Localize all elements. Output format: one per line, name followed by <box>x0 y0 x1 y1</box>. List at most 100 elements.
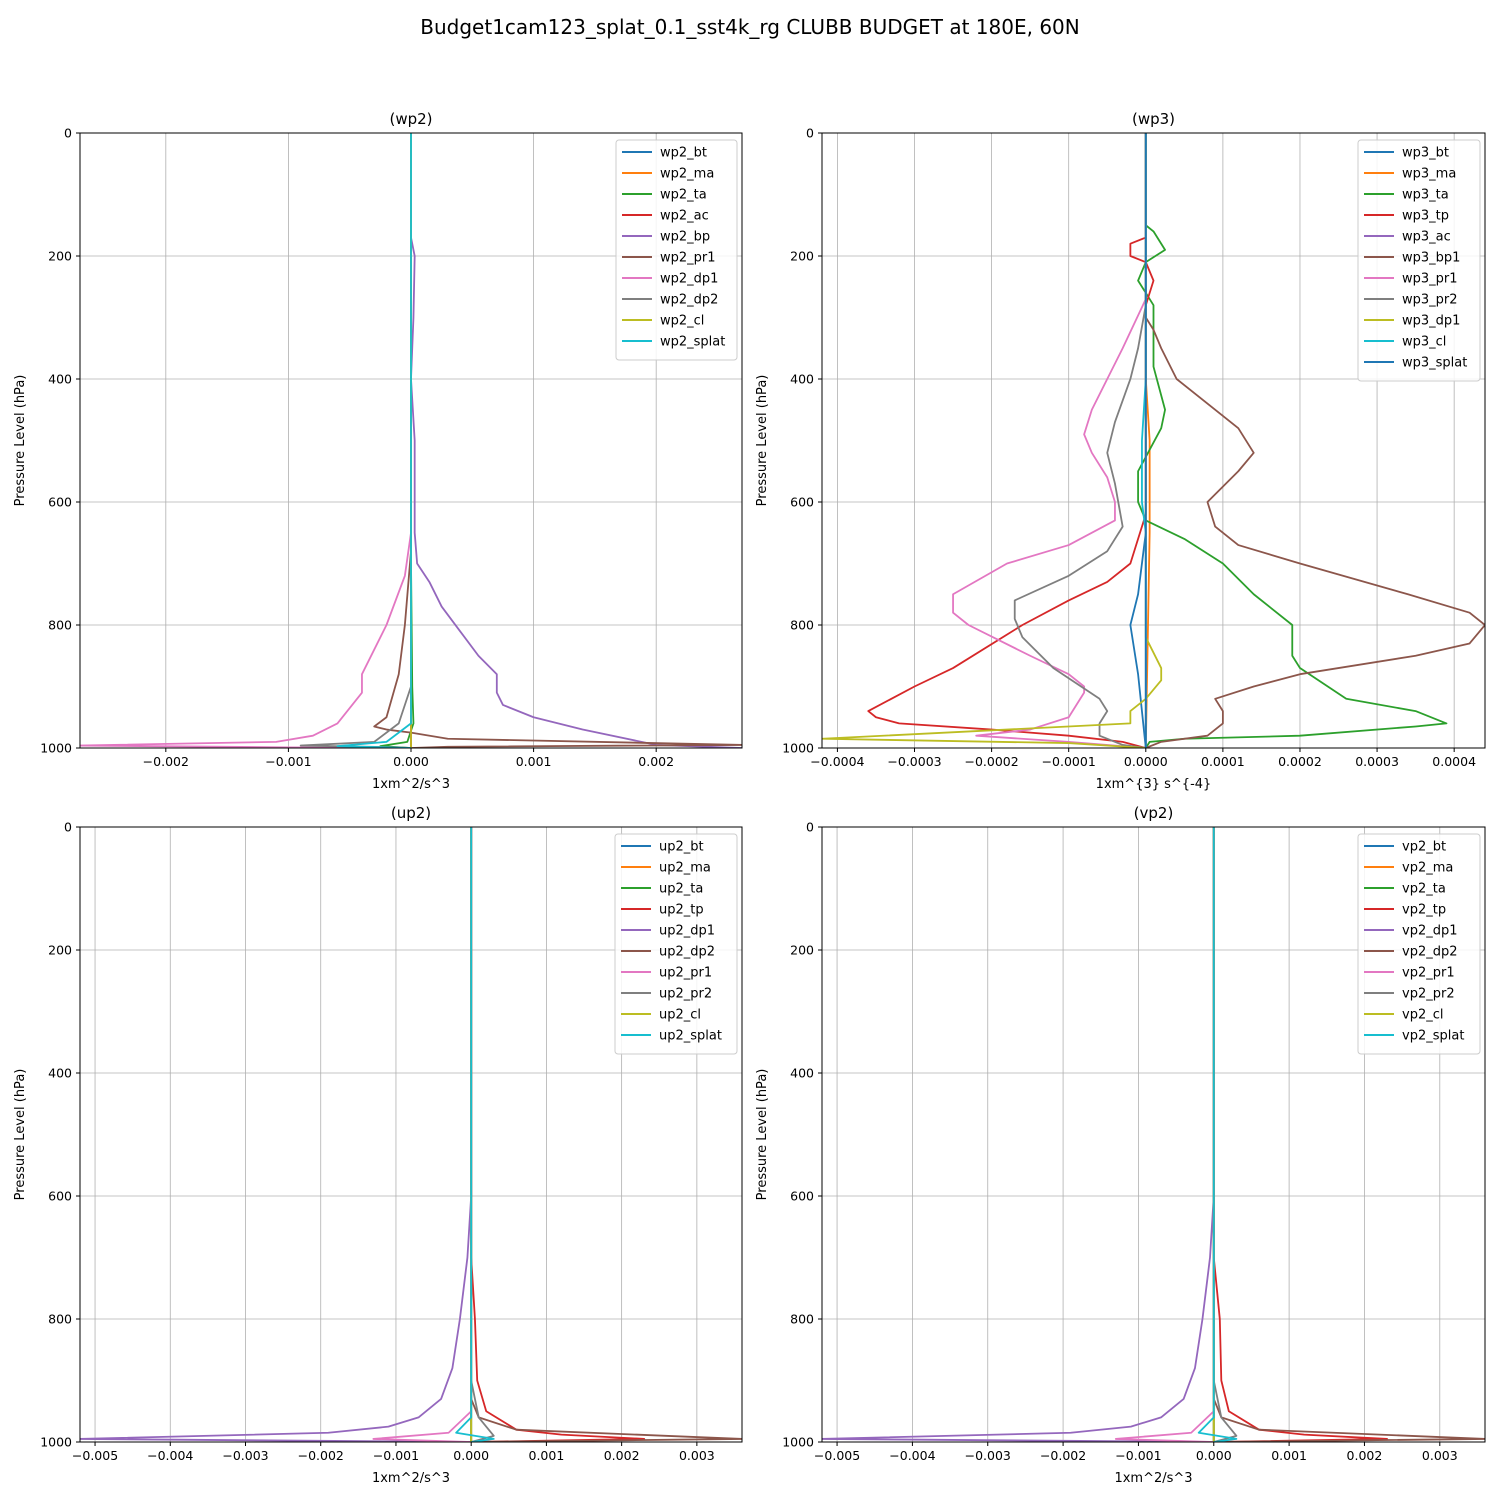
legend-label: up2_ta <box>659 882 703 897</box>
x-tick-label: 0.0004 <box>1432 754 1476 769</box>
y-tick-label: 600 <box>790 495 814 510</box>
y-tick-label: 0 <box>64 126 72 141</box>
legend-label: up2_ma <box>659 861 711 876</box>
series-line-wp2-splat <box>336 133 412 748</box>
legend-label: wp3_ma <box>1402 167 1456 182</box>
series-line-wp3-ta <box>1137 133 1448 748</box>
series-line-wp3-dp1 <box>822 133 1163 748</box>
legend: vp2_bt vp2_ma vp2_ta vp2_tp vp2_dp1 vp2_dp2vp… <box>1357 833 1481 1055</box>
legend-label: up2_dp1 <box>659 924 715 939</box>
y-tick-label: 1000 <box>40 1435 72 1450</box>
y-tick-label: 1000 <box>40 741 72 756</box>
y-tick-label: 400 <box>48 1066 72 1081</box>
series-group <box>80 827 742 1442</box>
legend-label: wp3_dp1 <box>1402 314 1460 329</box>
legend-label: wp2_cl <box>660 314 704 329</box>
legend-label: wp2_ac <box>660 209 709 224</box>
legend-label: vp2_cl <box>1402 1008 1443 1023</box>
x-tick-label: −0.002 <box>298 1448 344 1463</box>
legend-label: up2_splat <box>659 1029 722 1044</box>
y-tick-label: 0 <box>806 126 814 141</box>
x-tick-label: 0.003 <box>1422 1448 1458 1463</box>
y-tick-label: 600 <box>48 1189 72 1204</box>
x-tick-label: 0.0003 <box>1355 754 1399 769</box>
plot-frame <box>821 132 1486 749</box>
legend-label: wp2_splat <box>660 335 725 350</box>
y-tick-label: 1000 <box>782 741 814 756</box>
x-tick-label: −0.001 <box>1115 1448 1161 1463</box>
series-line-vp2-tp <box>1212 827 1388 1442</box>
x-tick-label: −0.001 <box>265 754 311 769</box>
series-line-vp2-splat <box>1197 827 1238 1442</box>
panel-title: (vp2) <box>1134 804 1174 822</box>
series-line-up2-dp1 <box>80 827 473 1442</box>
series-line-up2-splat <box>455 827 495 1442</box>
y-tick-label: 200 <box>48 249 72 264</box>
x-tick-label: 0.001 <box>529 1448 565 1463</box>
x-axis-label: 1xm^{3} s^{-4} <box>1096 777 1212 792</box>
x-tick-label: 0.001 <box>1271 1448 1307 1463</box>
y-tick-label: 0 <box>64 820 72 835</box>
legend-label: wp3_pr2 <box>1402 293 1458 308</box>
plot-frame <box>79 826 743 1443</box>
y-axis-label: Pressure Level (hPa) <box>13 1069 28 1201</box>
legend-label: wp3_bt <box>1402 146 1449 161</box>
series-line-wp2-dp1 <box>80 133 412 748</box>
legend: wp3_bt wp3_ma wp3_ta wp3_tp wp3_ac wp3_bp1 wp3… <box>1357 139 1481 382</box>
panel-title: (wp2) <box>389 110 432 128</box>
y-tick-label: 800 <box>790 1312 814 1327</box>
legend-label: vp2_pr1 <box>1402 966 1455 981</box>
x-tick-label: 0.001 <box>516 754 552 769</box>
series-line-wp3-bp1 <box>1144 133 1485 748</box>
legend-label: vp2_pr2 <box>1402 987 1455 1002</box>
x-tick-label: −0.0004 <box>810 754 864 769</box>
x-tick-label: 0.0000 <box>1124 754 1168 769</box>
x-tick-label: −0.002 <box>143 754 189 769</box>
legend: up2_bt up2_ma up2_ta up2_tp up2_dp1 up2_dp2up… <box>614 833 738 1055</box>
x-tick-label: −0.005 <box>814 1448 860 1463</box>
legend-label: vp2_tp <box>1402 903 1446 918</box>
legend-label: wp3_ac <box>1402 230 1451 245</box>
series-line-wp3-pr2 <box>1013 133 1147 748</box>
x-tick-label: −0.0002 <box>964 754 1018 769</box>
y-tick-label: 400 <box>48 372 72 387</box>
series-line-wp3-tp <box>867 133 1155 748</box>
series-group <box>822 827 1485 1442</box>
x-tick-label: 0.000 <box>393 754 429 769</box>
y-tick-label: 1000 <box>782 1435 814 1450</box>
legend: wp2_bt wp2_ma wp2_ta wp2_ac wp2_bp wp2_pr1 wp2… <box>615 139 738 361</box>
legend-label: wp2_dp2 <box>660 293 718 308</box>
y-tick-label: 400 <box>790 372 814 387</box>
legend-label: wp3_ta <box>1402 188 1449 203</box>
x-tick-label: −0.003 <box>965 1448 1011 1463</box>
series-group <box>80 133 742 748</box>
x-tick-label: 0.0002 <box>1278 754 1322 769</box>
legend-label: wp2_bp <box>660 230 710 245</box>
x-tick-label: −0.0001 <box>1042 754 1096 769</box>
legend-label: up2_pr2 <box>659 987 712 1002</box>
y-axis-label: Pressure Level (hPa) <box>13 375 28 507</box>
x-tick-label: 0.003 <box>679 1448 715 1463</box>
x-axis-label: 1xm^2/s^3 <box>1114 1471 1192 1486</box>
legend-label: up2_bt <box>659 840 704 855</box>
legend-label: vp2_ta <box>1402 882 1446 897</box>
x-axis-label: 1xm^2/s^3 <box>372 777 450 792</box>
panel-title: (wp3) <box>1132 110 1175 128</box>
x-tick-label: −0.005 <box>72 1448 118 1463</box>
x-tick-label: 0.002 <box>604 1448 640 1463</box>
x-axis-label: 1xm^2/s^3 <box>372 1471 450 1486</box>
series-group <box>822 133 1485 748</box>
y-tick-label: 200 <box>48 943 72 958</box>
legend-label: vp2_dp2 <box>1402 945 1458 960</box>
series-line-vp2-pr2 <box>1212 827 1238 1442</box>
legend-label: wp3_bp1 <box>1402 251 1460 266</box>
y-tick-label: 400 <box>790 1066 814 1081</box>
x-tick-label: −0.004 <box>889 1448 935 1463</box>
y-tick-label: 600 <box>790 1189 814 1204</box>
legend-label: wp3_pr1 <box>1402 272 1458 287</box>
y-tick-label: 800 <box>48 1312 72 1327</box>
